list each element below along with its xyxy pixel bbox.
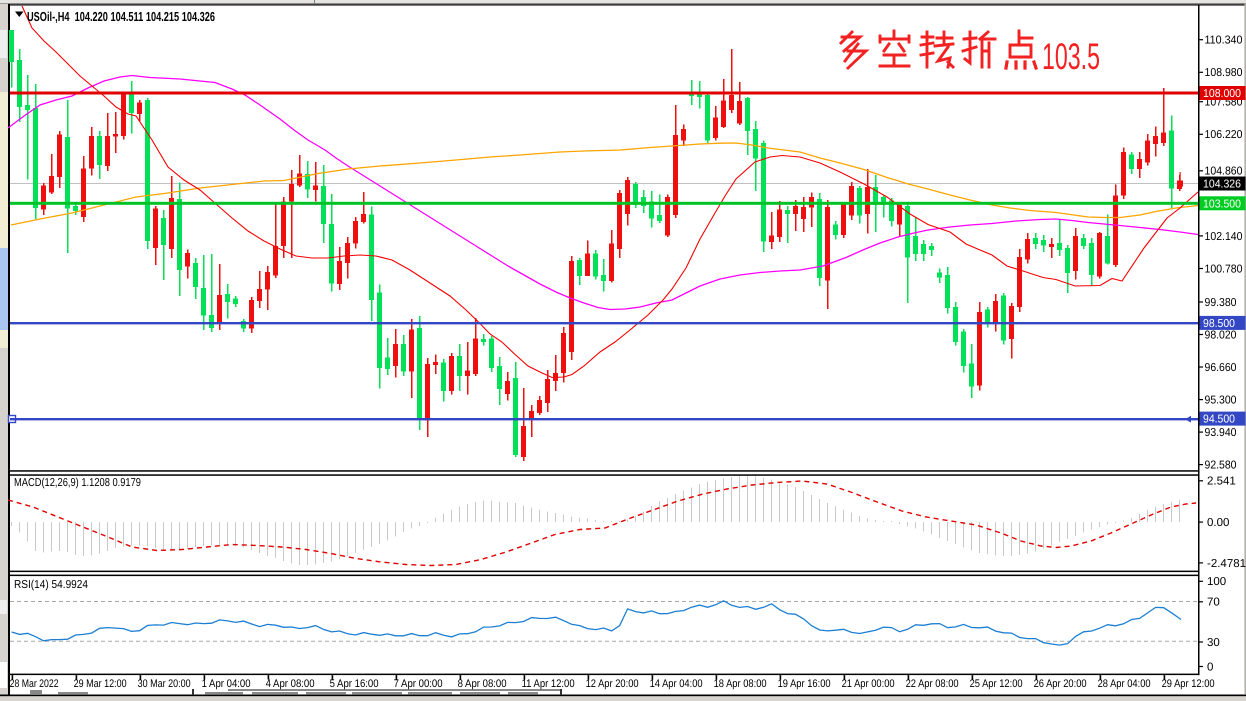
svg-text:7 Apr 00:00: 7 Apr 00:00 — [394, 678, 443, 690]
svg-text:RSI(14) 54.9924: RSI(14) 54.9924 — [14, 579, 89, 591]
svg-text:104.860: 104.860 — [1205, 166, 1243, 178]
svg-text:MACD(12,26,9) 1.1208 0.9179: MACD(12,26,9) 1.1208 0.9179 — [14, 477, 141, 489]
svg-text:100: 100 — [1207, 576, 1226, 588]
svg-text:-2.4781: -2.4781 — [1207, 558, 1246, 570]
svg-text:1 Apr 04:00: 1 Apr 04:00 — [202, 678, 251, 690]
svg-text:19 Apr 16:00: 19 Apr 16:00 — [778, 678, 831, 690]
svg-text:18 Apr 08:00: 18 Apr 08:00 — [714, 678, 767, 690]
svg-text:104.326: 104.326 — [1203, 179, 1241, 191]
svg-text:100.780: 100.780 — [1205, 263, 1243, 275]
svg-text:98.020: 98.020 — [1205, 329, 1237, 341]
svg-text:103.5: 103.5 — [1042, 36, 1100, 77]
svg-text:11 Apr 12:00: 11 Apr 12:00 — [522, 678, 575, 690]
svg-text:12 Apr 20:00: 12 Apr 20:00 — [586, 678, 639, 690]
svg-text:92.580: 92.580 — [1205, 460, 1237, 472]
svg-text:2.541: 2.541 — [1207, 476, 1236, 488]
svg-text:22 Apr 08:00: 22 Apr 08:00 — [906, 678, 959, 690]
svg-text:103.500: 103.500 — [1203, 198, 1241, 210]
svg-text:21 Apr 00:00: 21 Apr 00:00 — [842, 678, 895, 690]
svg-text:28 Mar 2022: 28 Mar 2022 — [10, 678, 59, 690]
svg-text:106.220: 106.220 — [1205, 129, 1243, 141]
svg-text:110.340: 110.340 — [1205, 35, 1243, 47]
svg-text:29 Mar 12:00: 29 Mar 12:00 — [74, 678, 127, 690]
svg-text:98.500: 98.500 — [1203, 318, 1235, 330]
svg-text:25 Apr 12:00: 25 Apr 12:00 — [970, 678, 1023, 690]
svg-text:USOil-,H4 104.220 104.511 104: USOil-,H4 104.220 104.511 104.215 104.32… — [27, 9, 215, 24]
svg-text:5 Apr 16:00: 5 Apr 16:00 — [330, 678, 379, 690]
svg-text:26 Apr 20:00: 26 Apr 20:00 — [1034, 678, 1087, 690]
svg-text:4 Apr 08:00: 4 Apr 08:00 — [266, 678, 315, 690]
svg-text:0.00: 0.00 — [1207, 517, 1229, 529]
svg-text:99.380: 99.380 — [1205, 297, 1237, 309]
svg-text:108.000: 108.000 — [1203, 88, 1241, 100]
svg-text:29 Apr 12:00: 29 Apr 12:00 — [1162, 678, 1215, 690]
svg-text:0: 0 — [1207, 661, 1213, 673]
svg-text:95.300: 95.300 — [1205, 395, 1237, 407]
svg-text:30 Mar 20:00: 30 Mar 20:00 — [138, 678, 191, 690]
svg-text:30: 30 — [1207, 637, 1220, 649]
svg-text:96.660: 96.660 — [1205, 362, 1237, 374]
svg-text:108.980: 108.980 — [1205, 67, 1243, 79]
svg-text:8 Apr 08:00: 8 Apr 08:00 — [458, 678, 507, 690]
svg-text:28 Apr 04:00: 28 Apr 04:00 — [1098, 678, 1151, 690]
svg-text:93.940: 93.940 — [1205, 427, 1237, 439]
svg-text:102.140: 102.140 — [1205, 231, 1243, 243]
svg-text:94.500: 94.500 — [1203, 414, 1235, 426]
svg-text:14 Apr 04:00: 14 Apr 04:00 — [650, 678, 703, 690]
svg-text:70: 70 — [1207, 597, 1220, 609]
